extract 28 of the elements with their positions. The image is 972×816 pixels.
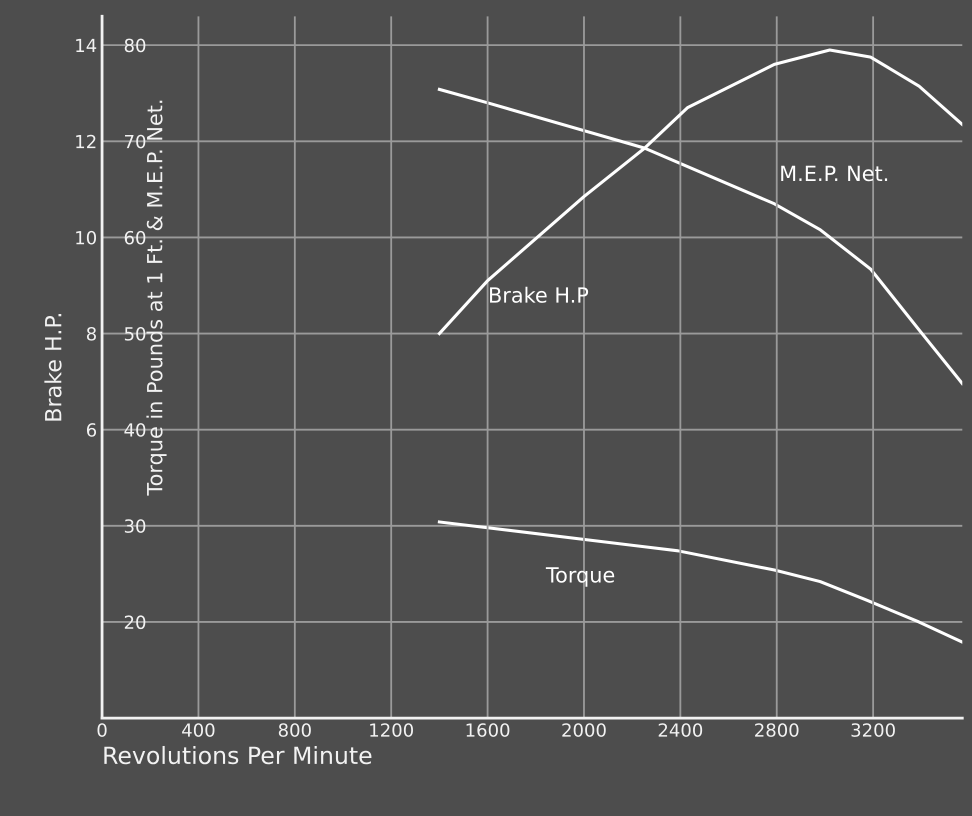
y2-tick-label: 80	[124, 38, 146, 52]
x-tick-label: 1600	[466, 723, 510, 737]
y-tick-label: 14	[76, 38, 96, 52]
x-tick-label: 3200	[852, 723, 895, 737]
y-axis-title: Brake H.P.	[44, 314, 62, 421]
y2-tick-label: 60	[124, 230, 146, 245]
x-tick-label: 2000	[562, 723, 606, 737]
x-tick-label: 400	[182, 723, 214, 737]
y2-axis-title: Torque in Pounds at 1 Ft. & M.E.P. Net.	[146, 100, 167, 496]
x-axis-title: Revolutions Per Minute	[104, 746, 372, 764]
y2-tick-label: 30	[124, 519, 146, 533]
x-tick-label: 0	[98, 723, 107, 737]
line-series	[438, 520, 962, 644]
x-tick-label: 2400	[658, 723, 702, 737]
y-tick-label: 12	[76, 134, 96, 148]
y2-tick-label: 50	[124, 327, 146, 341]
y-tick-label: 10	[76, 230, 96, 245]
series-label: M.E.P. Net.	[781, 166, 888, 182]
x-tick-label: 1200	[370, 723, 413, 737]
y-tick-label: 8	[86, 327, 96, 341]
y-tick-label: 6	[86, 423, 96, 437]
y2-tick-label: 40	[124, 423, 146, 437]
y2-tick-label: 70	[125, 134, 146, 148]
x-tick-label: 800	[278, 723, 311, 737]
series-label: Torque	[546, 567, 614, 587]
y2-tick-label: 20	[124, 615, 146, 630]
series-label: Brake H.P	[490, 286, 588, 303]
x-tick-label: 2800	[755, 723, 799, 737]
